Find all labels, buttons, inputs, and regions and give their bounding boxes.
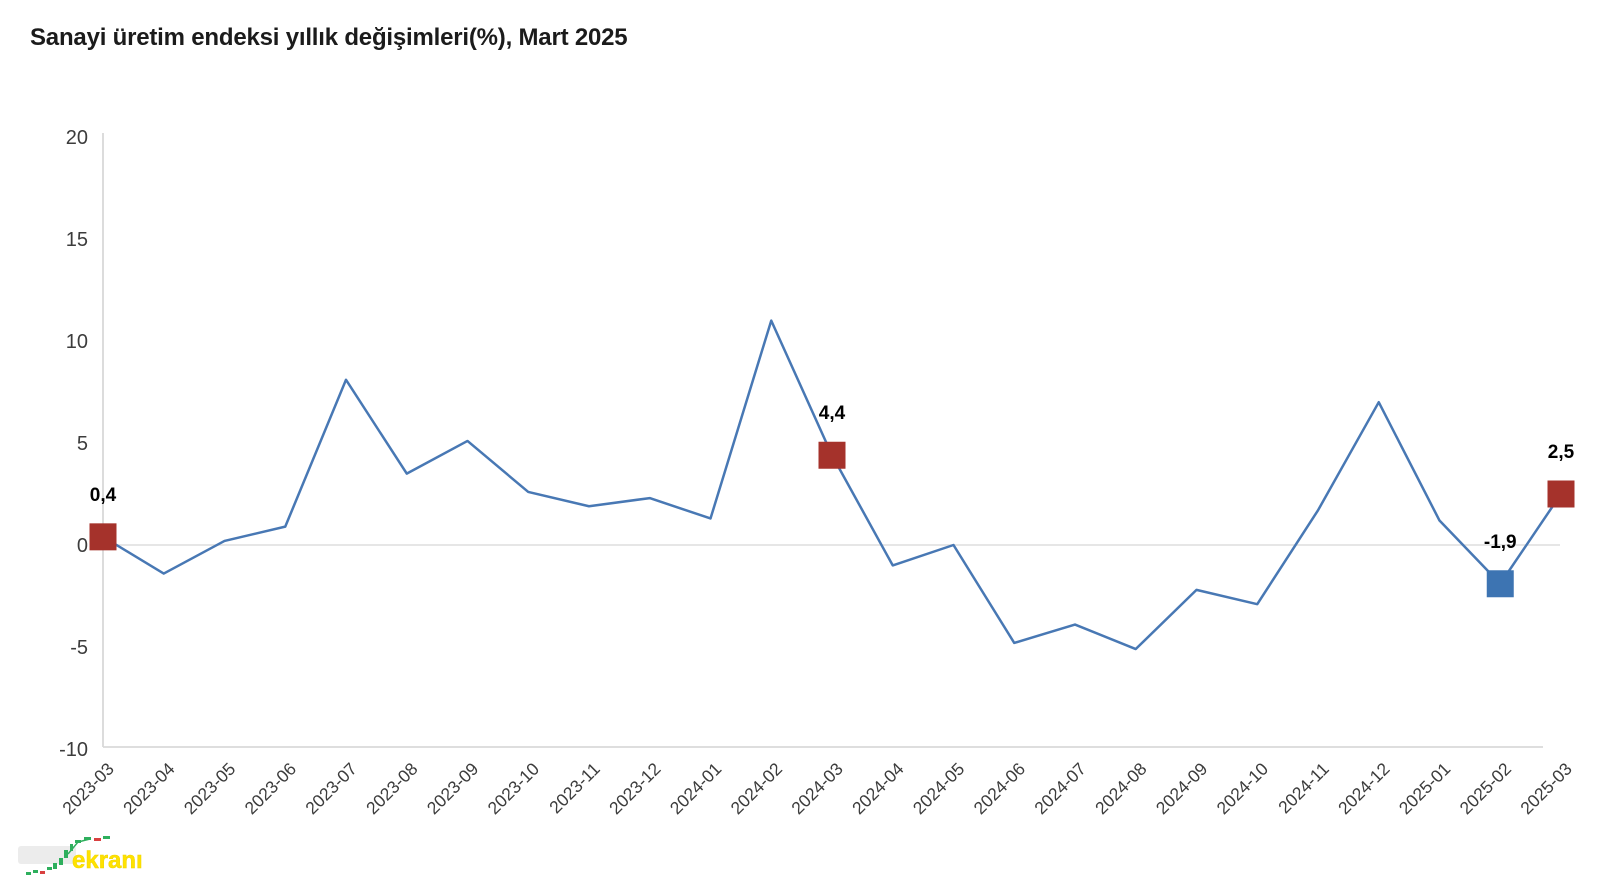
x-tick-label: 2024-09 <box>1152 759 1212 819</box>
x-tick-label: 2023-04 <box>119 759 179 819</box>
marker-square <box>818 441 846 469</box>
x-tick-label: 2023-06 <box>241 759 301 819</box>
marker-square <box>1486 570 1514 598</box>
chart-title: Sanayi üretim endeksi yıllık değişimleri… <box>30 24 628 51</box>
x-tick-label: 2023-09 <box>423 759 483 819</box>
x-tick-label: 2023-08 <box>362 759 422 819</box>
y-tick-label: 15 <box>66 229 88 251</box>
x-tick-label: 2024-01 <box>666 759 726 819</box>
y-tick-label: 10 <box>66 331 88 353</box>
x-tick-label: 2024-03 <box>787 759 847 819</box>
x-tick-label: 2024-10 <box>1213 759 1273 819</box>
x-tick-label: 2024-12 <box>1334 759 1394 819</box>
watermark-text: ekranı <box>72 847 143 874</box>
data-point-label: 2,5 <box>1548 442 1575 463</box>
y-tick-label: 5 <box>77 433 88 455</box>
x-tick-label: 2023-07 <box>301 759 361 819</box>
x-tick-label: 2023-10 <box>484 759 544 819</box>
x-tick-label: 2024-11 <box>1274 759 1333 818</box>
marker-square <box>89 523 117 551</box>
watermark-logo: ekranı <box>12 832 212 890</box>
y-tick-label: -10 <box>59 739 88 761</box>
x-tick-label: 2025-02 <box>1456 759 1516 819</box>
x-tick-label: 2024-05 <box>909 759 969 819</box>
marker-square <box>1547 480 1575 508</box>
x-tick-label: 2023-05 <box>180 759 240 819</box>
data-point-label: -1,9 <box>1484 532 1517 553</box>
series-line <box>101 319 1563 651</box>
x-tick-label: 2024-06 <box>970 759 1030 819</box>
x-tick-label: 2023-11 <box>545 759 604 818</box>
x-tick-label: 2025-01 <box>1395 759 1455 819</box>
x-tick-label: 2025-03 <box>1516 759 1576 819</box>
y-tick-label: 20 <box>66 127 88 149</box>
x-tick-label: 2024-07 <box>1030 759 1090 819</box>
watermark-candles-icon <box>26 836 110 875</box>
x-tick-label: 2024-02 <box>727 759 787 819</box>
data-point-label: 0,4 <box>90 485 117 506</box>
y-tick-label: 0 <box>77 535 88 557</box>
x-tick-label: 2024-08 <box>1091 759 1151 819</box>
y-tick-label: -5 <box>70 637 88 659</box>
x-tick-label: 2024-04 <box>848 759 908 819</box>
x-tick-label: 2023-03 <box>58 759 118 819</box>
x-tick-label: 2023-12 <box>605 759 665 819</box>
data-point-label: 4,4 <box>819 403 846 424</box>
